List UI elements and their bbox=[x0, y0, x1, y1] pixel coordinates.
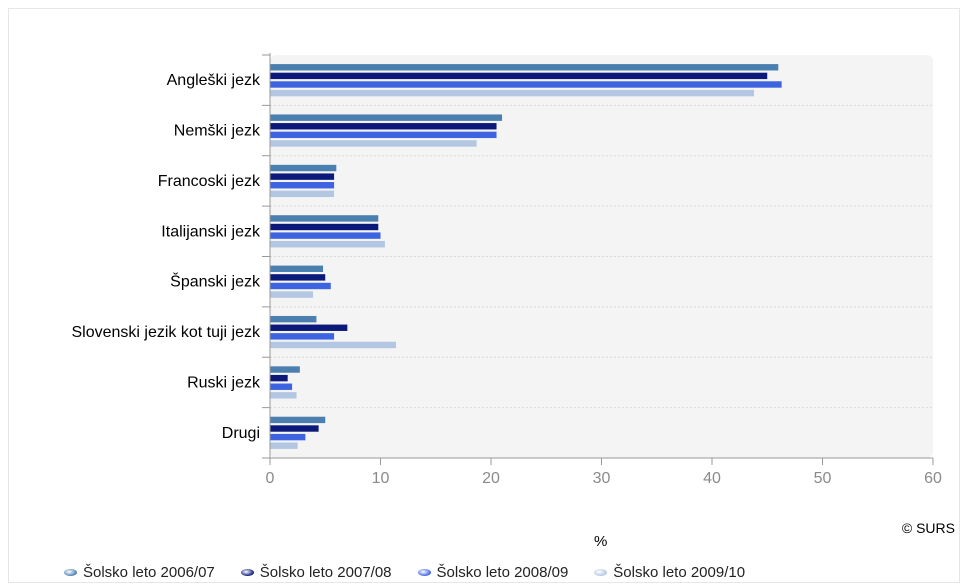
legend-item[interactable]: Šolsko leto 2006/07 bbox=[64, 562, 215, 582]
bar[interactable] bbox=[270, 123, 497, 130]
legend-item[interactable]: Šolsko leto 2009/10 bbox=[594, 562, 745, 582]
bar[interactable] bbox=[270, 140, 477, 147]
bar[interactable] bbox=[270, 64, 779, 71]
category-label: Španski jezk bbox=[170, 272, 261, 291]
bar[interactable] bbox=[270, 291, 314, 298]
x-tick-label: 0 bbox=[266, 470, 275, 487]
legend-label: Šolsko leto 2008/09 bbox=[436, 563, 569, 581]
bar[interactable] bbox=[270, 241, 385, 248]
bar[interactable] bbox=[270, 232, 381, 239]
bar[interactable] bbox=[270, 366, 300, 373]
bar[interactable] bbox=[270, 416, 326, 424]
legend-label: Šolsko leto 2009/10 bbox=[613, 563, 746, 581]
category-label: Angleški jezk bbox=[167, 72, 261, 89]
legend-label: Šolsko leto 2006/07 bbox=[83, 563, 215, 581]
bar[interactable] bbox=[270, 164, 337, 172]
category-label: Drugi bbox=[222, 425, 260, 442]
bar[interactable] bbox=[270, 433, 306, 441]
bar[interactable] bbox=[270, 324, 348, 331]
bar[interactable] bbox=[270, 89, 754, 97]
x-tick-label: 20 bbox=[482, 470, 500, 487]
bar[interactable] bbox=[270, 333, 335, 340]
bar[interactable] bbox=[270, 72, 768, 80]
bar[interactable] bbox=[270, 173, 335, 180]
bar[interactable] bbox=[270, 392, 297, 399]
legend-swatch-icon bbox=[240, 568, 254, 576]
bar[interactable] bbox=[270, 265, 324, 272]
x-tick-label: 60 bbox=[924, 470, 942, 487]
legend-label: Šolsko leto 2007/08 bbox=[259, 563, 392, 581]
bar[interactable] bbox=[270, 81, 782, 88]
category-label: Nemški jezk bbox=[174, 123, 261, 140]
legend-swatch-icon bbox=[64, 568, 77, 576]
x-tick-label: 30 bbox=[593, 470, 611, 487]
legend-item[interactable]: Šolsko leto 2008/09 bbox=[417, 562, 569, 582]
x-axis-unit: % bbox=[594, 533, 608, 550]
bars bbox=[270, 64, 782, 449]
category-label: Slovenski jezik kot tuji jezk bbox=[71, 324, 261, 341]
bar[interactable] bbox=[270, 282, 331, 290]
x-tick-label: 10 bbox=[372, 470, 390, 487]
category-label: Ruski jezk bbox=[187, 374, 261, 391]
gridlines bbox=[270, 104, 933, 409]
legend-swatch-icon bbox=[594, 568, 608, 576]
chart-frame bbox=[8, 8, 960, 583]
bar[interactable] bbox=[270, 341, 396, 349]
bar[interactable] bbox=[270, 215, 379, 222]
legend: Šolsko leto 2006/07 Šolsko leto 2007/08 … bbox=[64, 562, 745, 582]
bar[interactable] bbox=[270, 114, 503, 121]
legend-swatch-icon bbox=[417, 568, 431, 576]
tick-labels: 0 10 20 30 40 50 60 bbox=[266, 470, 942, 487]
category-label: Francoski jezk bbox=[158, 173, 261, 190]
bar[interactable] bbox=[270, 315, 317, 323]
bar[interactable] bbox=[270, 274, 326, 281]
bar[interactable] bbox=[270, 223, 379, 231]
legend-item[interactable]: Šolsko leto 2007/08 bbox=[240, 562, 392, 582]
x-tick-label: 50 bbox=[814, 470, 832, 487]
category-label: Italijanski jezk bbox=[161, 223, 261, 240]
bar[interactable] bbox=[270, 374, 288, 382]
x-tick-label: 40 bbox=[703, 470, 721, 487]
bar[interactable] bbox=[270, 383, 293, 390]
axes bbox=[262, 53, 934, 465]
source-credit: © SURS bbox=[901, 520, 955, 536]
bar[interactable] bbox=[270, 425, 319, 432]
category-labels: Angleški jezk Nemški jezk Francoski jezk It… bbox=[71, 72, 261, 442]
bar[interactable] bbox=[270, 131, 497, 139]
bar[interactable] bbox=[270, 442, 298, 449]
bar[interactable] bbox=[270, 182, 335, 189]
bar[interactable] bbox=[270, 190, 335, 198]
